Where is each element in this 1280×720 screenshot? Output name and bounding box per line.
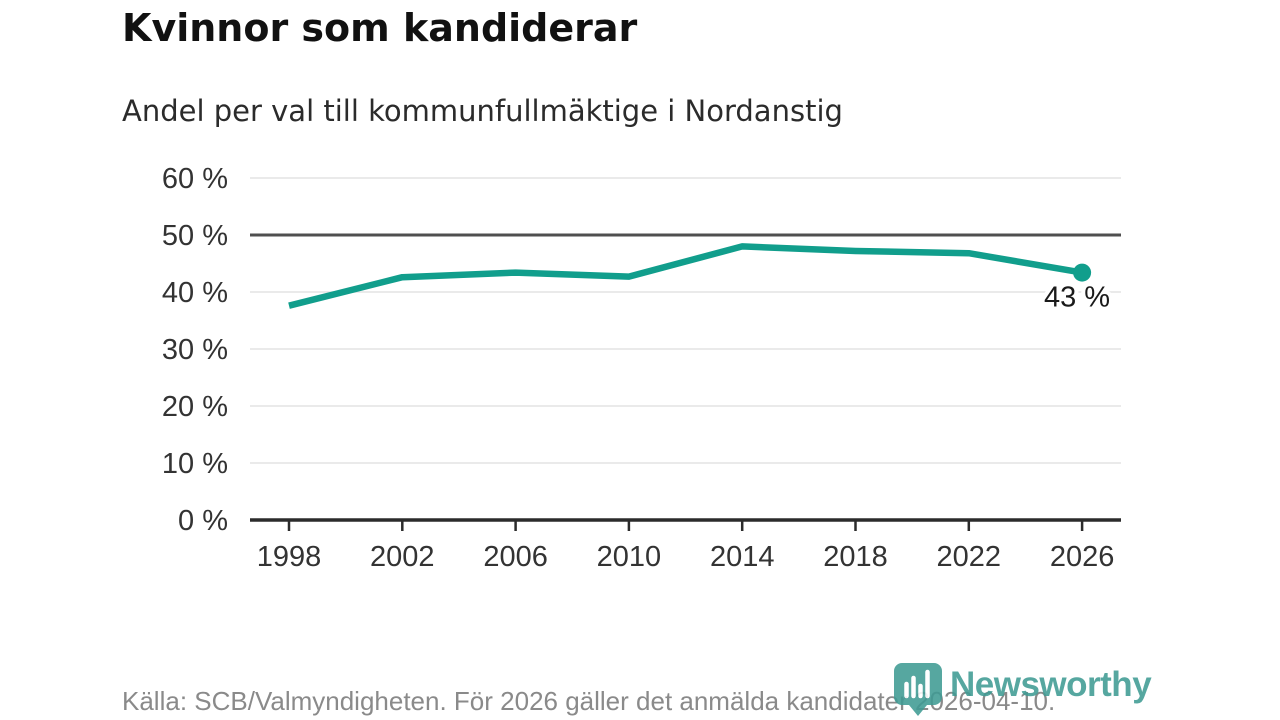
end-point-marker [1073,263,1092,282]
line-chart: 0 % 10 % 20 % 30 % 40 % 50 % 60 % 1998 2002 2006 2… [162,163,1121,573]
svg-text:2010: 2010 [597,541,662,573]
newsworthy-logo: Newsworthy [893,663,1152,717]
end-point-label: 43 % [1044,282,1110,314]
gridlines [250,177,1121,522]
svg-text:2002: 2002 [370,541,435,573]
svg-text:50 %: 50 % [162,220,228,252]
y-axis-labels: 0 % 10 % 20 % 30 % 40 % 50 % 60 % [162,163,228,537]
x-axis-labels: 1998 2002 2006 2010 2014 2018 2022 2026 [257,541,1115,573]
svg-text:60 %: 60 % [162,163,228,195]
svg-text:1998: 1998 [257,541,322,573]
svg-text:30 %: 30 % [162,334,228,366]
svg-text:2022: 2022 [937,541,1002,573]
svg-text:2014: 2014 [710,541,775,573]
svg-text:20 %: 20 % [162,391,228,423]
x-axis-ticks [287,520,1084,531]
svg-text:2026: 2026 [1050,541,1115,573]
data-line [288,243,1083,309]
newsworthy-pin-barchart-icon [894,663,942,716]
svg-text:2018: 2018 [823,541,888,573]
chart-title: Kvinnor som kandiderar [122,6,638,50]
svg-text:40 %: 40 % [162,277,228,309]
svg-text:2006: 2006 [483,541,548,573]
newsworthy-wordmark: Newsworthy [950,665,1152,704]
svg-text:10 %: 10 % [162,448,228,480]
svg-text:0 %: 0 % [178,505,228,537]
chart-subtitle: Andel per val till kommunfullmäktige i N… [122,94,843,128]
